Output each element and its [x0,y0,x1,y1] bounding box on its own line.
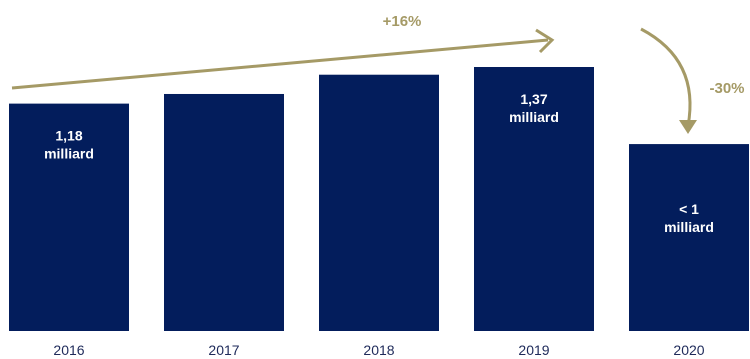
bar-2018 [319,74,439,331]
growth-arrow [11,38,549,90]
x-tick-label-2019: 2019 [518,342,549,358]
data-label-2016-line-1: 1,18 [55,128,82,144]
data-labels-group: 1,18 milliard 1,37 milliard < 1 milliard [44,91,714,235]
data-label-2019-line-1: 1,37 [520,91,547,107]
data-label-2020-line-1: < 1 [679,201,699,217]
growth-arrowhead-icon [535,28,555,54]
bar-2016 [9,103,129,332]
x-tick-label-2020: 2020 [673,342,704,358]
data-label-2020-line-2: milliard [664,219,714,235]
decline-annotation: -30% [709,80,744,97]
x-tick-label-2016: 2016 [53,342,84,358]
bar-2019 [474,67,594,331]
growth-annotation: +16% [383,13,422,30]
x-tick-label-2018: 2018 [363,342,394,358]
data-label-2016-line-2: milliard [44,146,94,162]
decline-arrowhead-icon [679,120,697,134]
bar-2020 [629,144,749,331]
data-label-2019-line-2: milliard [509,109,559,125]
bars-group [9,67,749,332]
x-tick-label-2017: 2017 [208,342,239,358]
decline-arrow [640,27,692,127]
bar-2017 [164,93,284,331]
x-tick-labels-group: 2016 2017 2018 2019 2020 [53,342,704,358]
